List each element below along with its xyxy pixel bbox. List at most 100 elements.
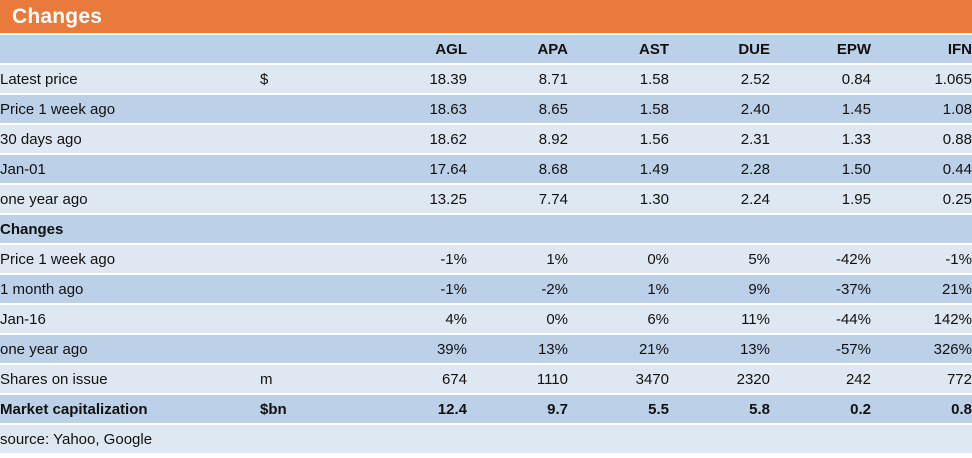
row-label: Price 1 week ago [0,244,260,275]
ticker-header-row: AGL APA AST DUE EPW IFN [0,35,972,65]
table-row-30-days-ago: 30 days ago 18.62 8.92 1.56 2.31 1.33 0.… [0,124,972,155]
cell-value [871,214,972,245]
row-unit [260,274,366,305]
cell-value: 1.45 [770,94,871,125]
cell-value: -1% [871,244,972,275]
table-row-jan-01: Jan-01 17.64 8.68 1.49 2.28 1.50 0.44 [0,154,972,185]
cell-value: 1.50 [770,154,871,185]
cell-value: 13.25 [366,184,467,215]
cell-value: 2.52 [669,64,770,95]
row-unit [260,214,366,245]
row-unit: $ [260,64,366,95]
row-label: Latest price [0,64,260,95]
cell-value: -1% [366,274,467,305]
cell-value: 1% [568,274,669,305]
table-row-change-one-year: one year ago 39% 13% 21% 13% -57% 326% [0,334,972,365]
cell-value: 772 [871,364,972,395]
row-label: 1 month ago [0,274,260,305]
cell-value: 0% [467,304,568,335]
cell-value: 0.88 [871,124,972,155]
cell-value [366,214,467,245]
cell-value: 1.08 [871,94,972,125]
cell-value: 1110 [467,364,568,395]
table-row-one-year-ago-price: one year ago 13.25 7.74 1.30 2.24 1.95 0… [0,184,972,215]
cell-value: 18.39 [366,64,467,95]
cell-value: 242 [770,364,871,395]
row-unit [260,334,366,365]
ticker-column-header: AGL [366,35,467,65]
ticker-column-header: AST [568,35,669,65]
cell-value: 1.33 [770,124,871,155]
header-spacer-unit [260,35,366,65]
cell-value: 9.7 [467,394,568,425]
cell-value: 4% [366,304,467,335]
cell-value: -44% [770,304,871,335]
row-label: Jan-16 [0,304,260,335]
cell-value: -37% [770,274,871,305]
table-row-market-capitalization: Market capitalization $bn 12.4 9.7 5.5 5… [0,394,972,425]
header-spacer-label [0,35,260,65]
row-unit [260,184,366,215]
cell-value: -57% [770,334,871,365]
cell-value: 1.58 [568,94,669,125]
cell-value: 5.8 [669,394,770,425]
cell-value: 2.28 [669,154,770,185]
cell-value: 12.4 [366,394,467,425]
cell-value: 1.95 [770,184,871,215]
page-title: Changes [12,4,103,28]
cell-value: 1.56 [568,124,669,155]
table-row-change-1-week: Price 1 week ago -1% 1% 0% 5% -42% -1% [0,244,972,275]
cell-value: 0.8 [871,394,972,425]
row-label: Market capitalization [0,394,260,425]
cell-value: 18.63 [366,94,467,125]
cell-value: 0% [568,244,669,275]
cell-value: -42% [770,244,871,275]
cell-value: 1.065 [871,64,972,95]
table-row-change-1-month: 1 month ago -1% -2% 1% 9% -37% 21% [0,274,972,305]
cell-value: 326% [871,334,972,365]
cell-value: 1.30 [568,184,669,215]
cell-value: 8.71 [467,64,568,95]
cell-value: 8.68 [467,154,568,185]
section-header-label: Changes [0,214,260,245]
cell-value: 0.44 [871,154,972,185]
table-title-bar: Changes [0,0,972,35]
cell-value: 0.25 [871,184,972,215]
row-unit [260,244,366,275]
cell-value [568,214,669,245]
cell-value: 1.58 [568,64,669,95]
source-note-row: source: Yahoo, Google [0,424,972,455]
cell-value: 142% [871,304,972,335]
table-row-latest-price: Latest price $ 18.39 8.71 1.58 2.52 0.84… [0,64,972,95]
row-unit [260,94,366,125]
cell-value: 2320 [669,364,770,395]
ticker-column-header: EPW [770,35,871,65]
cell-value: 13% [467,334,568,365]
section-header-changes: Changes [0,214,972,245]
cell-value: 2.31 [669,124,770,155]
ticker-column-header: IFN [871,35,972,65]
cell-value: 8.65 [467,94,568,125]
cell-value: 2.24 [669,184,770,215]
cell-value: 6% [568,304,669,335]
cell-value: 1.49 [568,154,669,185]
cell-value: 1% [467,244,568,275]
changes-table: AGL APA AST DUE EPW IFN Latest price $ 1… [0,35,972,455]
cell-value: 2.40 [669,94,770,125]
cell-value: 0.2 [770,394,871,425]
cell-value: 17.64 [366,154,467,185]
table-row-change-jan-16: Jan-16 4% 0% 6% 11% -44% 142% [0,304,972,335]
source-note: source: Yahoo, Google [0,424,972,455]
cell-value: 9% [669,274,770,305]
cell-value: 8.92 [467,124,568,155]
table-row-price-1-week-ago: Price 1 week ago 18.63 8.65 1.58 2.40 1.… [0,94,972,125]
row-label: one year ago [0,334,260,365]
cell-value: 13% [669,334,770,365]
row-unit [260,124,366,155]
cell-value: -2% [467,274,568,305]
cell-value: 18.62 [366,124,467,155]
row-unit [260,154,366,185]
cell-value [770,214,871,245]
row-label: 30 days ago [0,124,260,155]
